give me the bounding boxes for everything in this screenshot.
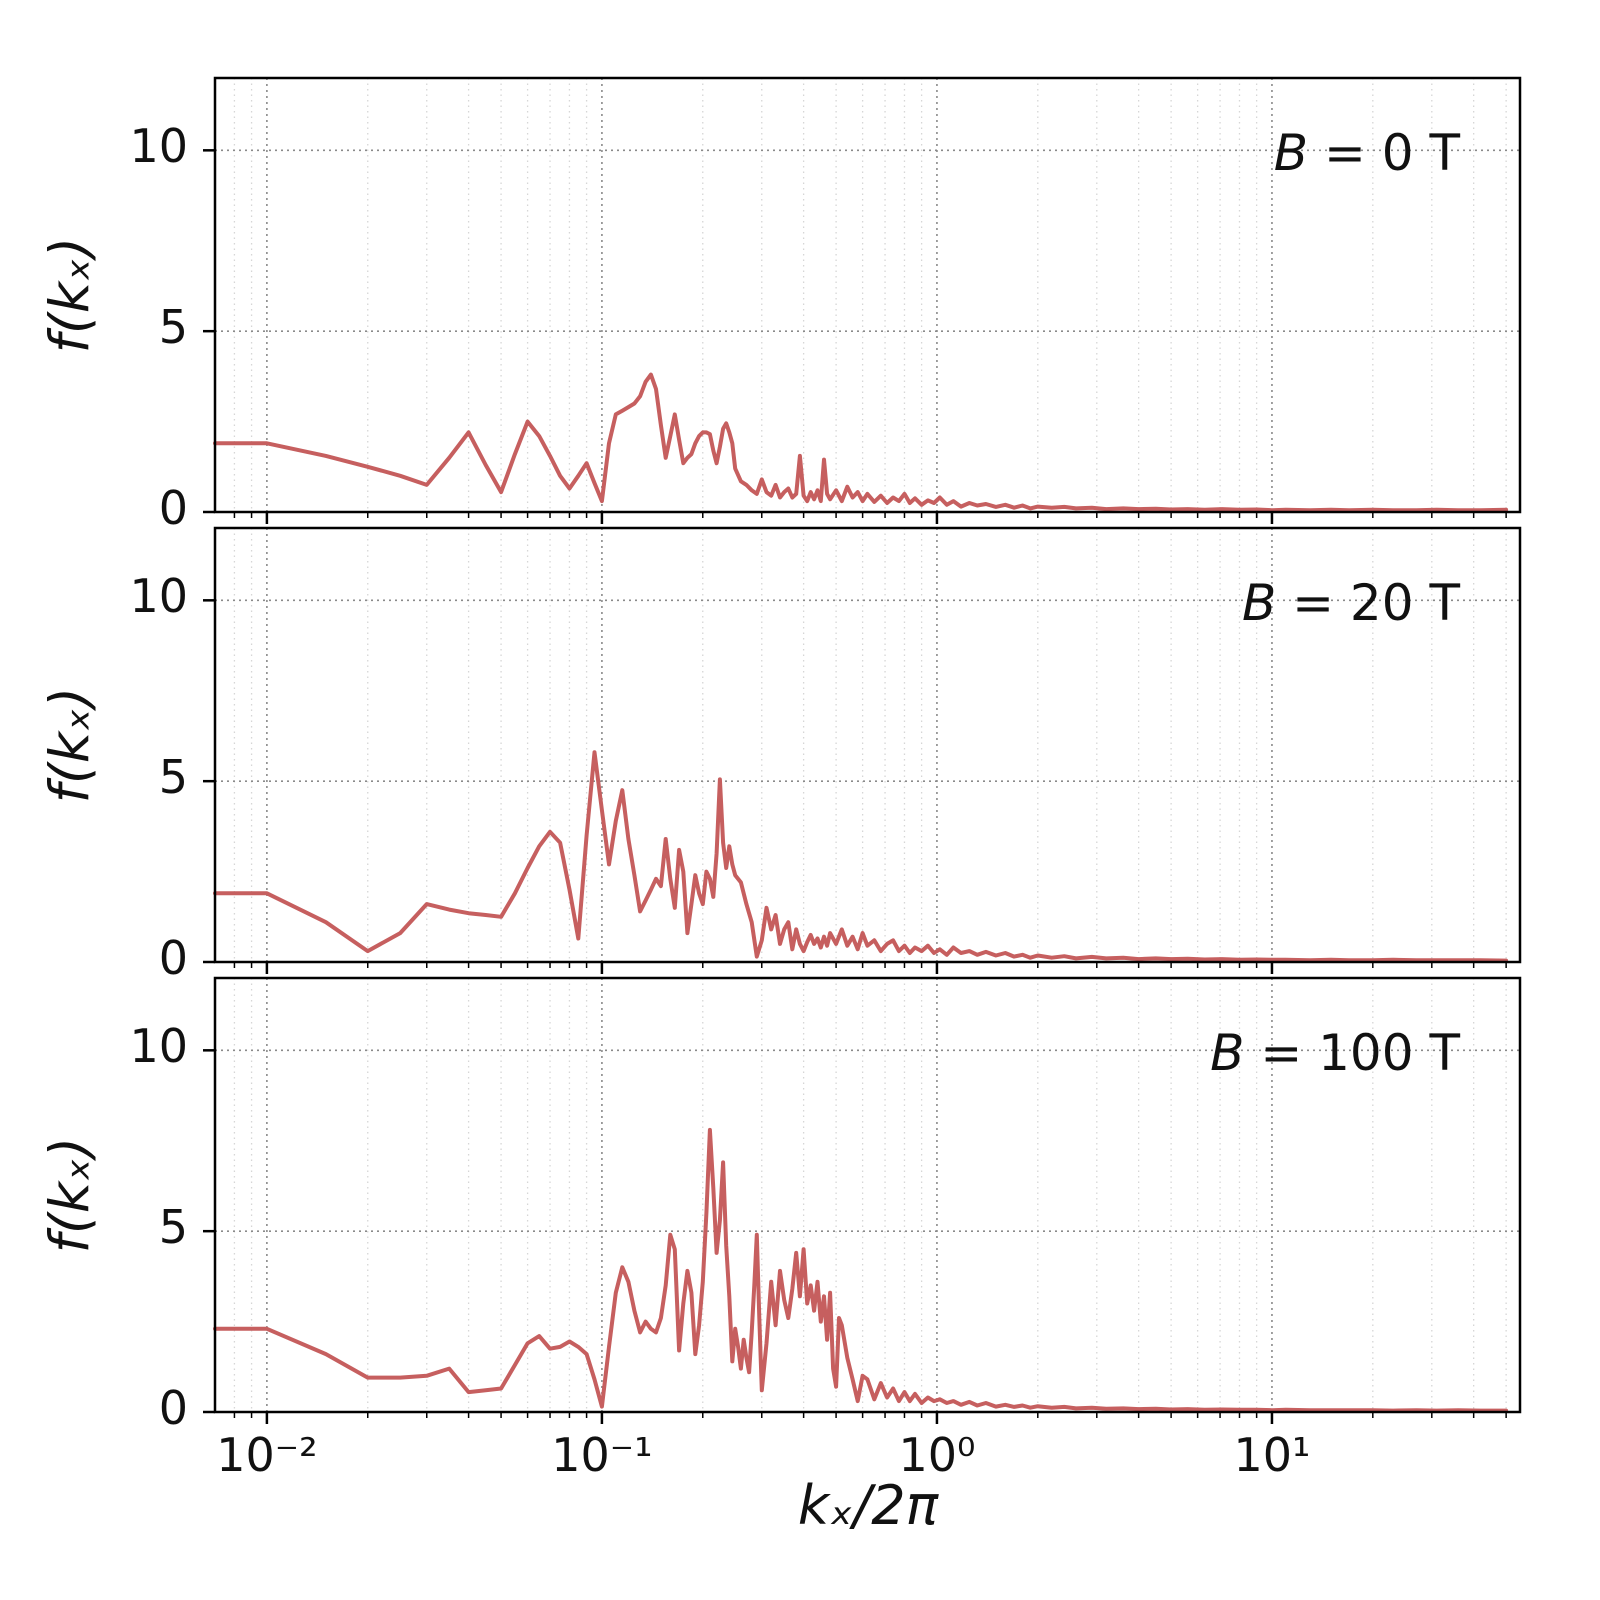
plot-area-b0 [203,76,1522,524]
panel-b0: B = 0 T [191,74,1544,530]
annotation-text: = 100 T [1244,1024,1460,1082]
y-tick-label: 5 [158,1200,188,1255]
x-axis-label: kₓ/2π [797,1474,939,1537]
x-tick-label: 10⁰ [898,1428,976,1482]
annotation-text: = 20 T [1276,574,1460,632]
y-tick-label: 0 [158,481,188,535]
x-tick-label: 10⁻¹ [551,1428,653,1482]
panel-b20: B = 20 T [191,524,1544,980]
annotation-text: = 0 T [1308,124,1460,182]
annotation-symbol: B [1273,124,1309,182]
annotation-symbol: B [1241,574,1277,632]
annotation-b0: B = 0 T [1274,124,1460,182]
plot-area-b100 [203,976,1522,1424]
y-tick-label: 10 [129,1019,188,1074]
y-tick-label: 10 [129,119,188,174]
y-tick-label: 0 [158,1381,188,1435]
annotation-b20: B = 20 T [1242,574,1460,632]
y-tick-label: 5 [158,300,188,355]
annotation-b100: B = 100 T [1210,1024,1460,1082]
annotation-symbol: B [1210,1024,1245,1082]
plot-area-b20 [203,526,1522,974]
y-tick-label: 0 [158,931,188,985]
y-tick-label: 5 [158,750,188,805]
x-tick-label: 10⁻² [216,1428,318,1482]
x-tick-label: 10¹ [1233,1428,1311,1482]
y-tick-label: 10 [129,569,188,624]
panel-b100: B = 100 T [191,974,1544,1430]
